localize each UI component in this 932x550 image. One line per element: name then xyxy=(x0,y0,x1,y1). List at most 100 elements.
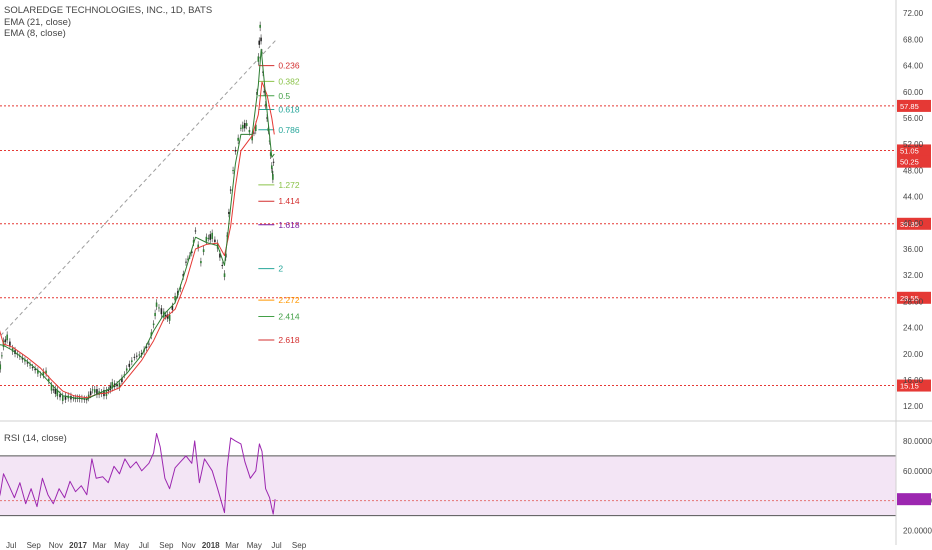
fib-level-label: 2.272 xyxy=(278,295,300,305)
y-tick-label: 24.00 xyxy=(903,324,924,333)
level-price-label: 57.85 xyxy=(900,102,919,111)
fib-level-label: 0.786 xyxy=(278,125,300,135)
y-tick-label: 28.00 xyxy=(903,297,924,306)
level-price-tag xyxy=(897,291,931,304)
candle-body xyxy=(263,91,265,93)
ema21-line xyxy=(0,81,275,399)
fib-level-label: 0.5 xyxy=(278,91,290,101)
candle-body xyxy=(229,189,232,191)
candle-body xyxy=(191,251,193,254)
candle-body xyxy=(128,363,131,367)
candle-body xyxy=(269,152,272,156)
y-tick-label: 16.00 xyxy=(903,376,924,385)
candle-body xyxy=(166,314,169,319)
level-price-label: 28.55 xyxy=(900,294,919,303)
rsi-value-tag xyxy=(897,493,931,506)
rsi-band-fill xyxy=(0,455,896,516)
candle-body xyxy=(253,132,255,134)
x-tick-label: Sep xyxy=(27,541,42,550)
candle-body xyxy=(0,364,2,370)
candle-body xyxy=(131,360,133,363)
candle-body xyxy=(221,265,224,267)
y-tick-label: 64.00 xyxy=(903,62,924,71)
candle-body xyxy=(116,384,118,387)
x-tick-label: 2018 xyxy=(202,541,220,550)
candle-body xyxy=(150,332,153,336)
x-tick-label: Jul xyxy=(139,541,149,550)
candle-body xyxy=(118,382,121,388)
level-price-tag xyxy=(897,99,931,112)
candle-body xyxy=(174,296,176,301)
candle-body xyxy=(237,137,239,141)
fib-level-label: 1.414 xyxy=(278,196,300,206)
candle-body xyxy=(155,302,158,307)
candle-body xyxy=(160,308,163,315)
y-tick-label: 72.00 xyxy=(903,9,924,18)
candle-body xyxy=(164,314,167,317)
candle-body xyxy=(245,123,248,126)
candle-body xyxy=(205,236,208,242)
ema8-line xyxy=(0,48,275,400)
x-tick-label: Nov xyxy=(49,541,63,550)
horizontal-levels: 57.85 51.05 39.85 28.55 15.15 50.25 xyxy=(0,99,931,392)
candle-body xyxy=(272,174,274,180)
x-tick-label: Jul xyxy=(271,541,281,550)
candle-body xyxy=(54,388,57,394)
candle-body xyxy=(111,382,114,389)
candle-body xyxy=(266,117,268,119)
x-tick-label: May xyxy=(114,541,129,550)
candle-body xyxy=(123,374,126,376)
rsi-tick-label: 80.0000 xyxy=(903,437,932,446)
candle-body xyxy=(228,211,230,214)
level-price-label: 15.15 xyxy=(900,382,919,391)
candle-body xyxy=(152,323,155,326)
candle-body xyxy=(232,170,234,172)
candle-body xyxy=(109,385,112,391)
y-tick-label: 60.00 xyxy=(903,88,924,97)
rsi-tick-label: 60.0000 xyxy=(903,467,932,476)
current-price-label: 50.25 xyxy=(900,158,919,167)
candle-body xyxy=(140,353,143,355)
candle-body xyxy=(91,389,94,391)
level-price-tag xyxy=(897,379,931,392)
candle-body xyxy=(34,368,36,371)
y-tick-label: 56.00 xyxy=(903,114,924,123)
candle-body xyxy=(260,37,262,42)
current-price-tag xyxy=(897,155,931,168)
candle-body xyxy=(145,346,148,349)
candle-body xyxy=(21,357,24,360)
candle-body xyxy=(96,389,98,395)
candle-body xyxy=(243,123,246,129)
candle-body xyxy=(200,261,202,264)
candle-body xyxy=(223,273,226,277)
fib-level-label: 2.414 xyxy=(278,311,300,321)
trendline xyxy=(0,39,277,338)
candle-body xyxy=(133,356,136,358)
x-tick-label: Sep xyxy=(292,541,307,550)
candle-body xyxy=(42,371,45,376)
candle-body xyxy=(52,389,55,391)
x-tick-label: Mar xyxy=(93,541,107,550)
candle-body xyxy=(26,362,29,364)
fib-level-label: 1.618 xyxy=(278,220,300,230)
candle-body xyxy=(209,234,212,240)
fib-level-label: 0.382 xyxy=(278,76,300,86)
candle-body xyxy=(168,314,171,321)
y-tick-label: 48.00 xyxy=(903,166,924,175)
candle-body xyxy=(179,287,182,290)
candle-body xyxy=(24,360,26,362)
candle-body xyxy=(219,253,221,258)
candle-body xyxy=(194,230,197,232)
level-price-label: 39.85 xyxy=(900,220,919,229)
level-price-tag xyxy=(897,217,931,230)
x-tick-label: May xyxy=(247,541,262,550)
candle-body xyxy=(29,364,31,366)
candle-body xyxy=(136,355,138,357)
y-tick-label: 32.00 xyxy=(903,271,924,280)
candle-body xyxy=(85,399,88,401)
candle-body xyxy=(272,161,275,163)
x-tick-label: 2017 xyxy=(69,541,87,550)
candle-body xyxy=(187,258,189,260)
